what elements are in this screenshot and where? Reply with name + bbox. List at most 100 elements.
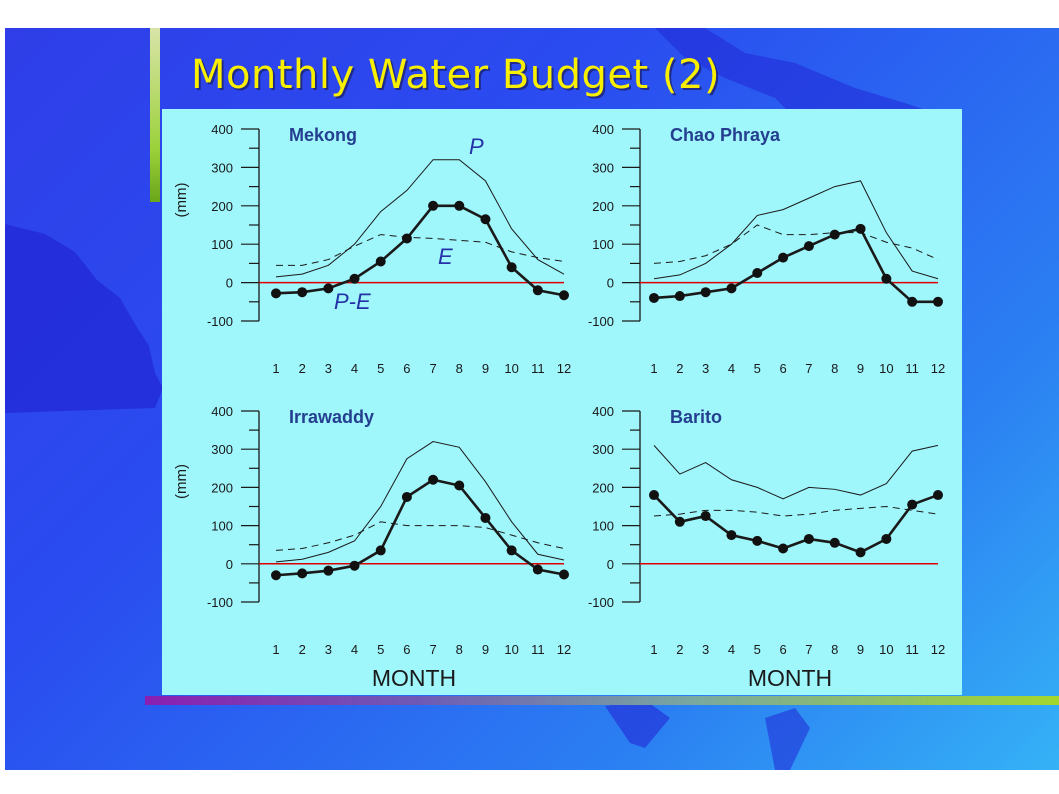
y-tick-label: 200 bbox=[211, 199, 233, 214]
net-budget-line bbox=[275, 478, 565, 577]
net-budget-point bbox=[506, 262, 517, 273]
slide: Monthly Water Budget (2) -100 0 100 200 300 4… bbox=[5, 28, 1059, 770]
x-tick-label: 7 bbox=[429, 361, 436, 376]
x-tick-label: 11 bbox=[531, 361, 545, 376]
x-axis-label: MONTH bbox=[372, 665, 456, 691]
net-budget-point bbox=[752, 535, 763, 546]
slide-title: Monthly Water Budget (2) bbox=[191, 52, 721, 98]
x-tick-label: 9 bbox=[482, 642, 489, 657]
x-tick-label: 5 bbox=[754, 642, 761, 657]
net-budget-point bbox=[323, 565, 334, 576]
precipitation-line bbox=[653, 444, 939, 500]
net-budget-point bbox=[907, 499, 918, 510]
precipitation-line bbox=[275, 159, 565, 278]
x-tick-label: 5 bbox=[377, 361, 384, 376]
net-budget-point bbox=[349, 560, 360, 571]
x-tick-label: 5 bbox=[754, 361, 761, 376]
y-tick-label: 200 bbox=[592, 480, 614, 495]
x-tick-label: 8 bbox=[831, 361, 838, 376]
net-budget-point bbox=[907, 296, 918, 307]
y-tick-label: 100 bbox=[211, 519, 233, 534]
net-budget-point bbox=[933, 296, 943, 307]
y-tick-label: 400 bbox=[211, 122, 233, 137]
y-tick-label: 100 bbox=[211, 237, 233, 252]
x-tick-label: 1 bbox=[272, 642, 279, 657]
net-budget-point bbox=[401, 491, 412, 502]
net-budget-line bbox=[653, 493, 939, 554]
net-budget-point bbox=[454, 200, 465, 211]
net-budget-point bbox=[428, 200, 439, 211]
x-tick-label: 10 bbox=[504, 361, 518, 376]
y-tick-label: 400 bbox=[592, 122, 614, 137]
y-tick-label: 100 bbox=[592, 237, 614, 252]
y-tick-label: 300 bbox=[211, 442, 233, 457]
map-landmass-west bbox=[5, 224, 163, 413]
chart-panel: -100 0 100 200 300 400 1 2 3 4 5 6 7 8 9 10 11 12 Mekong (m… bbox=[162, 109, 962, 695]
net-budget-point bbox=[726, 283, 737, 294]
net-budget-point bbox=[271, 570, 281, 581]
x-tick-label: 11 bbox=[905, 361, 919, 376]
x-tick-label: 3 bbox=[702, 361, 709, 376]
x-tick-label: 5 bbox=[377, 642, 384, 657]
precipitation-line bbox=[275, 441, 565, 563]
y-axis-label: (mm) bbox=[173, 183, 190, 218]
net-budget-point bbox=[480, 214, 491, 225]
x-tick-label: 6 bbox=[403, 642, 410, 657]
net-budget-line bbox=[653, 227, 938, 304]
x-tick-label: 2 bbox=[299, 361, 306, 376]
x-tick-label: 12 bbox=[557, 361, 571, 376]
net-budget-point bbox=[401, 233, 412, 244]
net-budget-point bbox=[454, 480, 465, 491]
x-tick-label: 4 bbox=[728, 361, 735, 376]
panel-title: Chao Phraya bbox=[670, 125, 781, 145]
net-budget-point bbox=[752, 268, 763, 278]
x-tick-label: 7 bbox=[429, 642, 436, 657]
x-tick-label: 12 bbox=[557, 642, 571, 657]
x-tick-label: 8 bbox=[831, 642, 838, 657]
net-budget-point bbox=[778, 252, 789, 263]
y-tick-label: 0 bbox=[607, 276, 614, 291]
net-budget-point bbox=[881, 273, 892, 284]
map-island-southeast bbox=[765, 708, 810, 770]
net-budget-point bbox=[855, 223, 866, 234]
x-tick-label: 12 bbox=[931, 642, 945, 657]
y-tick-label: -100 bbox=[207, 595, 233, 610]
annotation-pe: P-E bbox=[334, 289, 371, 314]
net-budget-point bbox=[375, 545, 386, 556]
net-budget-point bbox=[297, 287, 308, 298]
net-budget-point bbox=[375, 256, 386, 267]
net-budget-point bbox=[726, 530, 737, 541]
x-tick-label: 2 bbox=[299, 642, 306, 657]
net-budget-point bbox=[480, 512, 491, 523]
map-island-south bbox=[605, 700, 670, 748]
y-tick-label: 400 bbox=[592, 404, 614, 419]
net-budget-point bbox=[803, 533, 814, 544]
net-budget-point bbox=[559, 569, 569, 580]
evaporation-line bbox=[653, 505, 939, 517]
net-budget-point bbox=[649, 490, 659, 501]
evaporation-line bbox=[275, 521, 565, 551]
x-tick-label: 9 bbox=[482, 361, 489, 376]
x-tick-label: 6 bbox=[779, 361, 786, 376]
net-budget-point bbox=[271, 288, 281, 299]
net-budget-point bbox=[674, 291, 685, 302]
x-tick-label: 7 bbox=[805, 642, 812, 657]
precipitation-line bbox=[653, 180, 939, 280]
y-tick-label: -100 bbox=[207, 314, 233, 329]
y-tick-label: 0 bbox=[226, 276, 233, 291]
net-budget-point bbox=[532, 285, 543, 296]
net-budget-point bbox=[803, 241, 814, 252]
net-budget-point bbox=[700, 511, 711, 522]
x-tick-label: 8 bbox=[456, 642, 463, 657]
x-tick-label: 2 bbox=[676, 361, 683, 376]
x-tick-label: 4 bbox=[351, 642, 358, 657]
panel-title: Barito bbox=[670, 407, 722, 427]
net-budget-point bbox=[532, 564, 543, 575]
y-tick-label: 300 bbox=[211, 160, 233, 175]
x-tick-label: 3 bbox=[702, 642, 709, 657]
y-tick-label: 400 bbox=[211, 404, 233, 419]
